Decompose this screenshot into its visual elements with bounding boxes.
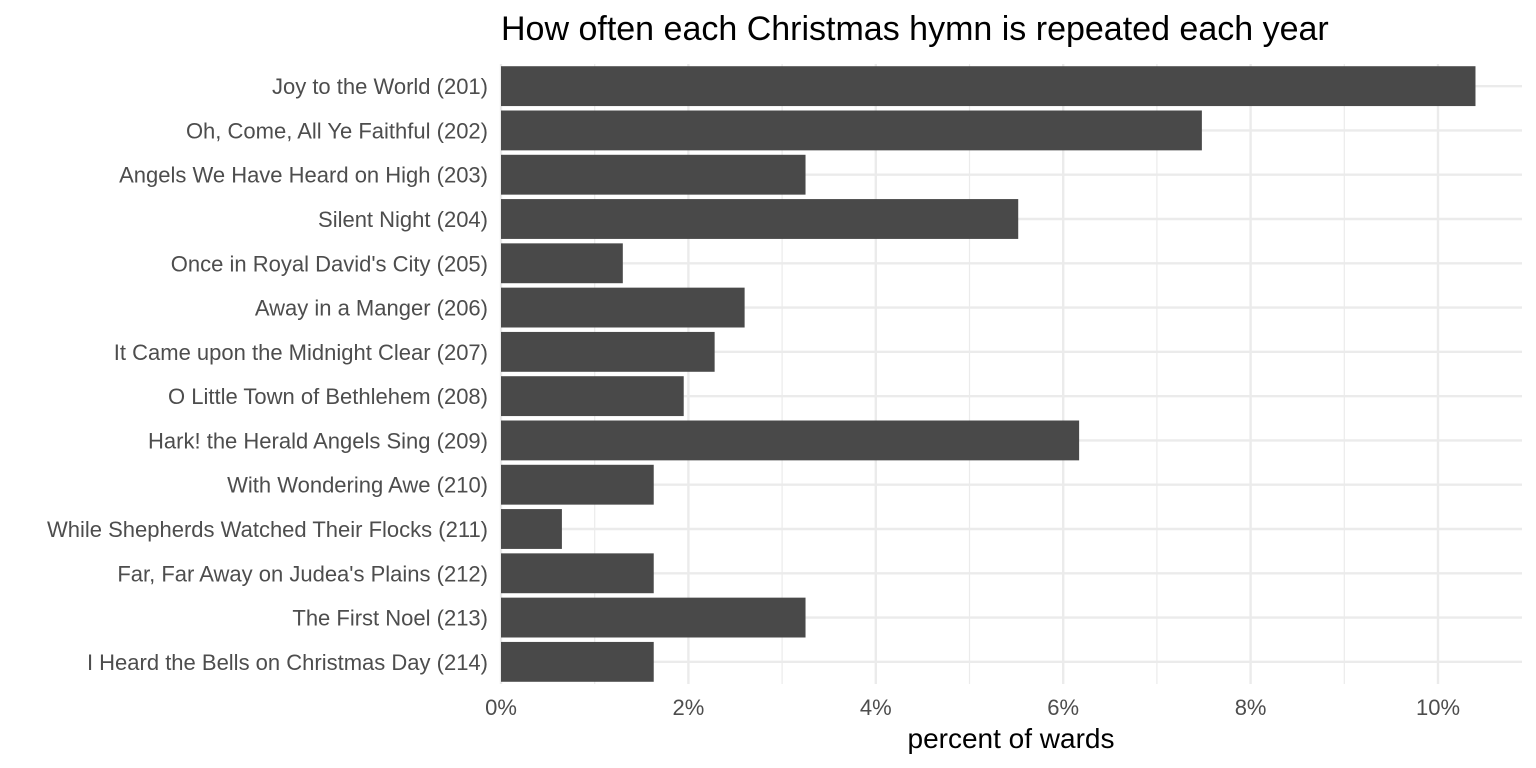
x-tick-label: 10% — [1416, 695, 1460, 720]
bar — [501, 509, 562, 549]
bar — [501, 243, 623, 284]
y-tick-label: With Wondering Awe (210) — [227, 473, 488, 498]
y-tick-label: Silent Night (204) — [318, 207, 488, 232]
y-tick-label: While Shepherds Watched Their Flocks (21… — [47, 517, 488, 542]
y-tick-label: Away in a Manger (206) — [255, 296, 488, 321]
bar — [501, 331, 715, 372]
y-tick-label: O Little Town of Bethlehem (208) — [168, 384, 488, 409]
y-tick-label: Oh, Come, All Ye Faithful (202) — [186, 118, 488, 143]
bar — [501, 420, 1080, 461]
chart-title: How often each Christmas hymn is repeate… — [501, 10, 1329, 48]
x-tick-label: 6% — [1047, 695, 1079, 720]
y-tick-label: I Heard the Bells on Christmas Day (214) — [87, 650, 488, 675]
bar — [501, 376, 684, 417]
bar — [501, 553, 654, 594]
x-axis-title: percent of wards — [908, 723, 1115, 754]
bar — [501, 154, 806, 195]
x-tick-label: 2% — [673, 695, 705, 720]
y-tick-label: It Came upon the Midnight Clear (207) — [114, 340, 488, 365]
bar — [501, 199, 1019, 239]
y-tick-label: Far, Far Away on Judea's Plains (212) — [117, 561, 488, 586]
x-tick-label: 8% — [1235, 695, 1267, 720]
y-tick-label: Hark! the Herald Angels Sing (209) — [148, 428, 488, 453]
bar — [501, 287, 745, 328]
y-tick-label: Angels We Have Heard on High (203) — [119, 163, 488, 188]
x-axis-ticks: 0% 2% 4% 6% 8% 10% — [485, 695, 1460, 720]
bar — [501, 641, 654, 682]
y-tick-label: The First Noel (213) — [292, 606, 488, 631]
bars — [501, 66, 1476, 682]
y-tick-label: Joy to the World (201) — [272, 74, 488, 99]
bar — [501, 597, 806, 638]
x-tick-label: 4% — [860, 695, 892, 720]
y-tick-label: Once in Royal David's City (205) — [171, 251, 488, 276]
x-tick-label: 0% — [485, 695, 517, 720]
bar — [501, 110, 1202, 151]
bar — [501, 464, 654, 505]
y-axis-labels: Joy to the World (201) Oh, Come, All Ye F… — [47, 74, 488, 675]
bar — [501, 66, 1476, 107]
